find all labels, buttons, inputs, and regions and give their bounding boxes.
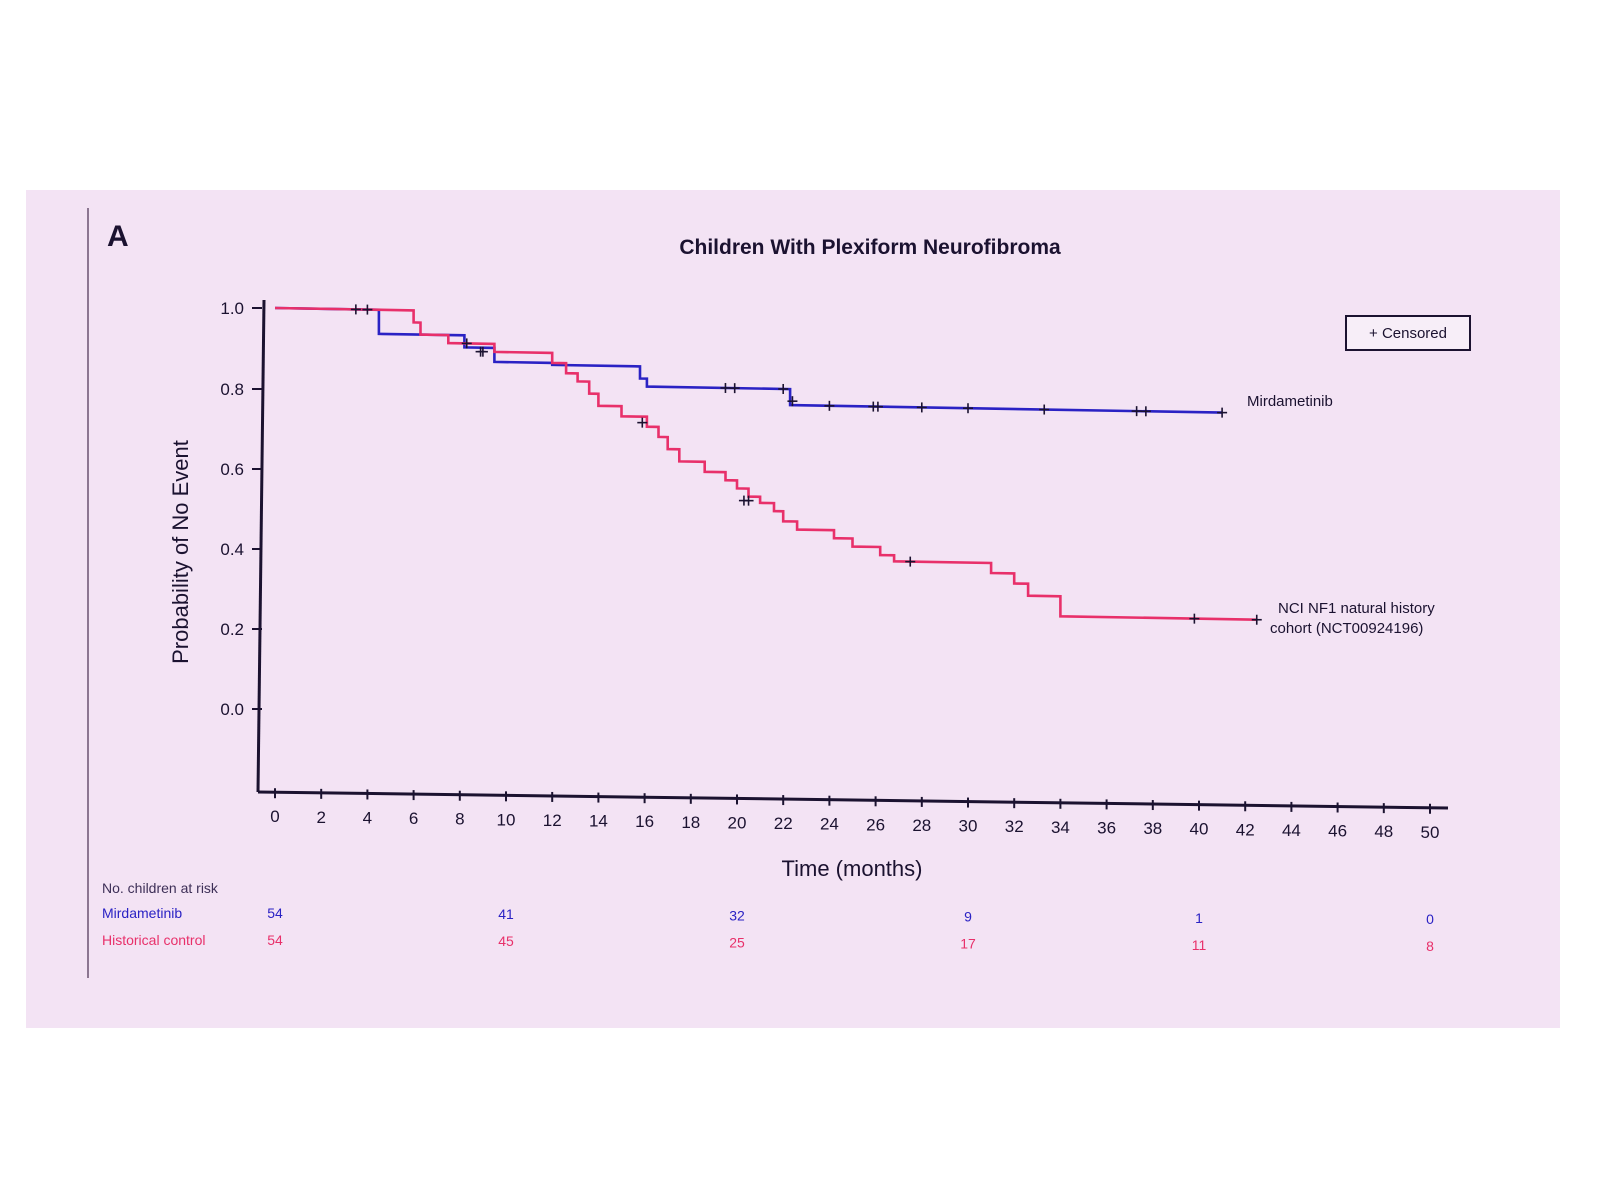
x-tick-label-10: 10 — [497, 810, 516, 829]
censor-mark-mirdametinib-12 — [963, 403, 973, 414]
censor-mark-historical-4 — [905, 556, 916, 567]
risk-value-mirdametinib-t0: 54 — [267, 905, 283, 921]
risk-value-historical-t0: 54 — [267, 932, 283, 948]
y-axis-ticks: 0.0 0.2 0.4 0.6 0.8 1.0 — [220, 299, 262, 719]
x-tick-label-50: 50 — [1421, 823, 1440, 842]
series-label-mirdametinib: Mirdametinib — [1247, 393, 1333, 410]
censor-mark-historical-3 — [743, 495, 754, 506]
risk-value-historical-t10: 45 — [498, 933, 514, 949]
y-tick-label-0.4: 0.4 — [220, 540, 244, 559]
risk-row-label-historical-control: Historical control — [102, 932, 205, 948]
censor-mark-mirdametinib-1 — [362, 304, 373, 315]
x-tick-label-0: 0 — [270, 807, 279, 826]
risk-value-historical-t30: 17 — [960, 936, 976, 952]
y-tick-label-0.0: 0.0 — [220, 700, 244, 719]
y-axis-title: Probability of No Event — [168, 440, 193, 664]
legend-box — [1345, 315, 1471, 351]
x-tick-label-28: 28 — [912, 816, 931, 835]
x-tick-label-32: 32 — [1005, 817, 1024, 836]
risk-table: No. children at risk Mirdametinib Histor… — [102, 880, 1434, 954]
risk-value-historical-t20: 25 — [729, 934, 745, 950]
x-tick-label-16: 16 — [635, 812, 654, 831]
x-axis-ticks: 0 2 4 6 8 10 12 14 16 18 20 22 24 26 28 30 32 34 36 38 40 42 4… — [270, 788, 1439, 842]
x-axis-line — [257, 790, 1449, 810]
x-tick-label-40: 40 — [1190, 820, 1209, 839]
risk-value-mirdametinib-t50: 0 — [1426, 911, 1434, 927]
chart-title: Children With Plexiform Neurofibroma — [679, 236, 1061, 259]
x-tick-label-22: 22 — [774, 814, 793, 833]
censor-mark-historical-1 — [637, 417, 648, 428]
x-tick-label-18: 18 — [681, 813, 700, 832]
panel-letter: A — [107, 220, 129, 253]
risk-row-label-mirdametinib: Mirdametinib — [102, 905, 182, 921]
censor-mark-mirdametinib-15 — [1140, 406, 1151, 417]
x-tick-label-46: 46 — [1328, 822, 1347, 841]
censor-mark-historical-5 — [1189, 613, 1200, 624]
x-tick-label-12: 12 — [543, 811, 562, 830]
x-tick-label-20: 20 — [728, 813, 747, 832]
x-tick-label-4: 4 — [363, 808, 372, 827]
series-label-historical-line2: cohort (NCT00924196) — [1270, 620, 1423, 637]
censor-mark-mirdametinib-7 — [787, 396, 798, 407]
x-tick-label-6: 6 — [409, 809, 418, 828]
x-tick-label-38: 38 — [1143, 819, 1162, 838]
y-tick-label-0.2: 0.2 — [220, 620, 244, 639]
x-tick-label-8: 8 — [455, 810, 464, 829]
censor-mark-mirdametinib-5 — [729, 383, 740, 394]
risk-value-mirdametinib-t10: 41 — [498, 906, 514, 922]
risk-value-mirdametinib-t40: 1 — [1195, 910, 1203, 926]
x-tick-label-48: 48 — [1374, 822, 1393, 841]
x-tick-label-34: 34 — [1051, 818, 1070, 837]
censor-mark-historical-0 — [475, 346, 486, 357]
risk-value-historical-t50: 8 — [1426, 938, 1434, 954]
censor-mark-mirdametinib-10 — [872, 401, 883, 412]
risk-table-header: No. children at risk — [102, 880, 219, 896]
risk-value-mirdametinib-t20: 32 — [729, 907, 745, 923]
x-axis-title: Time (months) — [782, 856, 923, 881]
censor-mark-mirdametinib-11 — [916, 402, 927, 413]
series-lines — [274, 306, 1257, 621]
legend-censored-label: + Censored — [1369, 325, 1447, 342]
x-tick-label-14: 14 — [589, 812, 608, 831]
x-tick-label-36: 36 — [1097, 818, 1116, 837]
censor-mark-mirdametinib-8 — [824, 400, 835, 411]
censor-mark-mirdametinib-6 — [778, 383, 789, 394]
risk-value-historical-t40: 11 — [1192, 937, 1207, 953]
y-tick-label-0.8: 0.8 — [220, 380, 244, 399]
x-tick-label-26: 26 — [866, 815, 885, 834]
risk-value-mirdametinib-t30: 9 — [964, 909, 972, 925]
y-tick-label-1.0: 1.0 — [220, 299, 244, 318]
censor-mark-mirdametinib-0 — [350, 304, 361, 315]
censor-mark-mirdametinib-16 — [1217, 407, 1228, 418]
x-tick-label-44: 44 — [1282, 821, 1301, 840]
legend: + Censored — [1345, 315, 1471, 351]
x-tick-label-42: 42 — [1236, 820, 1255, 839]
x-tick-label-30: 30 — [959, 817, 978, 836]
figure-panel-background — [26, 190, 1560, 1028]
censor-mark-mirdametinib-14 — [1131, 406, 1142, 417]
censor-mark-mirdametinib-2 — [461, 338, 472, 349]
censor-mark-historical-6 — [1251, 614, 1262, 625]
series-label-historical-line1: NCI NF1 natural history — [1278, 600, 1435, 617]
censor-marks — [350, 304, 1262, 625]
x-tick-label-2: 2 — [316, 808, 325, 827]
censor-mark-mirdametinib-4 — [720, 382, 731, 393]
censor-mark-mirdametinib-13 — [1039, 404, 1050, 415]
series-line-historical — [274, 306, 1257, 621]
y-tick-label-0.6: 0.6 — [220, 460, 244, 479]
x-tick-label-24: 24 — [820, 815, 839, 834]
